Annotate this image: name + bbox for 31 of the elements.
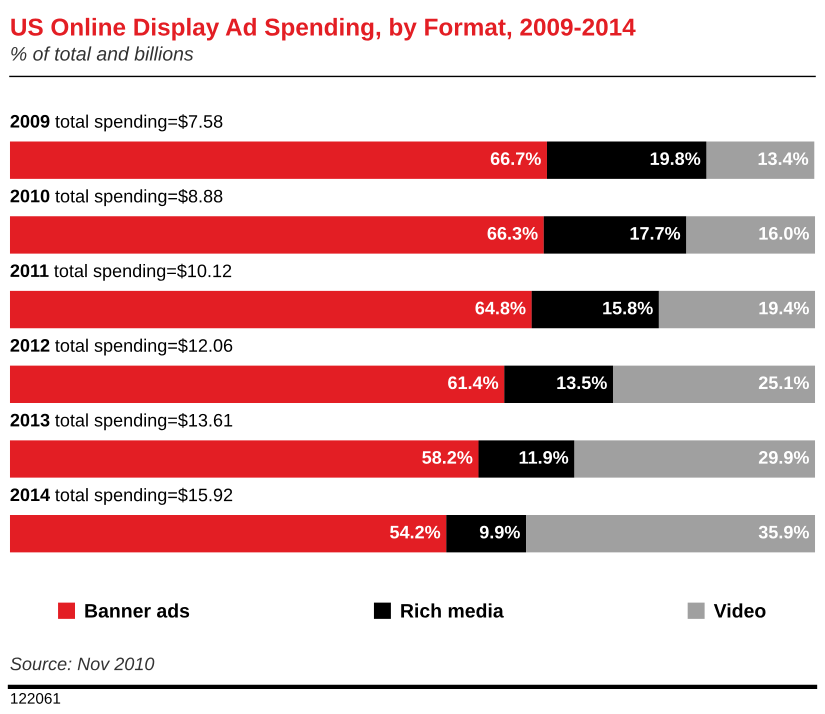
y-tick-label: 2011 total spending=$10.12 [10, 264, 232, 281]
data-label: 11.9% [520, 451, 568, 464]
y-tick-label: 2010 total spending=$8.88 [10, 189, 222, 206]
text: 122061 [11, 693, 60, 704]
data-label: 64.8% [476, 302, 526, 314]
y-tick-label: 2013 total spending=$13.61 [10, 413, 232, 430]
legend-label: Banner ads [85, 603, 190, 618]
data-label: 16.0% [759, 226, 809, 240]
legend-label: Rich media [401, 603, 504, 618]
data-label: 13.5% [557, 376, 607, 390]
data-label: 13.4% [758, 152, 808, 166]
data-label: 25.1% [758, 376, 809, 390]
legend-label: Video [714, 603, 766, 618]
chart-subtitle: % of total and billions [11, 46, 194, 61]
data-label: 19.4% [759, 302, 809, 314]
data-label: 35.9% [758, 526, 809, 539]
data-label: 9.9% [480, 526, 520, 539]
data-label: 19.8% [650, 152, 700, 166]
data-label: 17.7% [630, 227, 680, 240]
y-tick-label: 2012 total spending=$12.06 [10, 338, 232, 356]
data-label: 58.2% [422, 451, 472, 464]
data-label: 66.3% [488, 226, 538, 240]
source-note: Source: Nov 2010 [10, 658, 154, 670]
y-tick-label: 2009 total spending=$7.58 [10, 114, 222, 132]
data-label: 29.9% [758, 451, 809, 464]
y-tick-label: 2014 total spending=$15.92 [10, 488, 232, 505]
data-label: 66.7% [490, 152, 541, 166]
data-label: 15.8% [603, 302, 653, 314]
chart-title: US Online Display Ad Spending, by Format, 2009-2014 [11, 18, 636, 41]
data-label: 61.4% [448, 376, 498, 390]
data-label: 54.2% [390, 526, 440, 539]
